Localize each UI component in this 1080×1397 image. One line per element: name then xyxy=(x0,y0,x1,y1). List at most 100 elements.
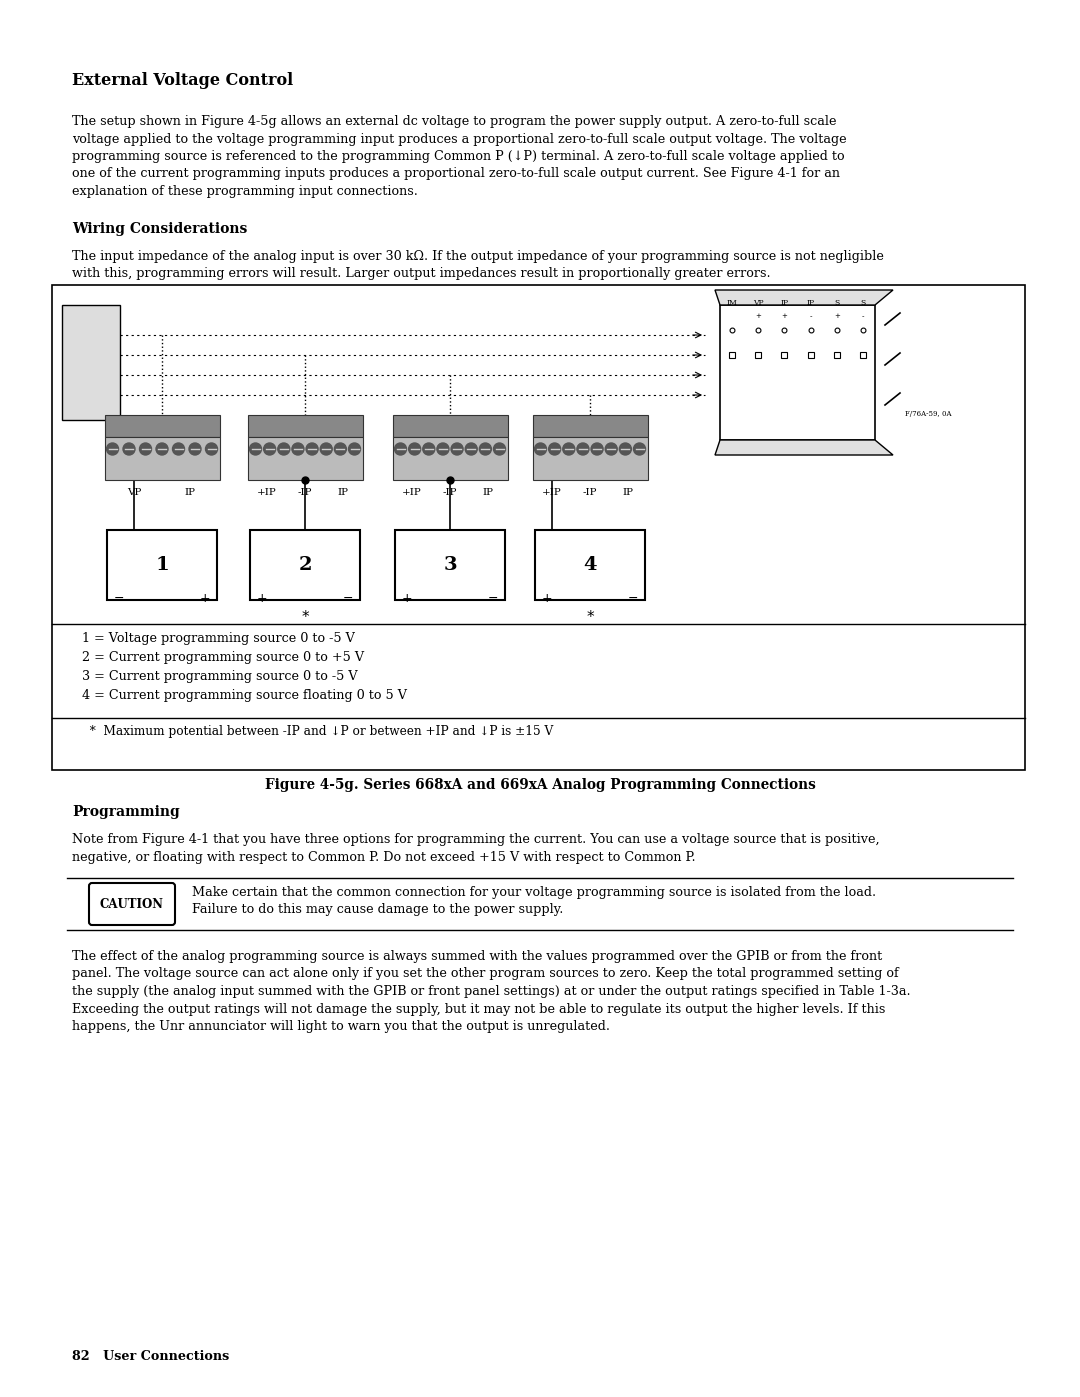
Circle shape xyxy=(249,443,261,455)
Text: 2 = Current programming source 0 to +5 V: 2 = Current programming source 0 to +5 V xyxy=(82,651,364,664)
Circle shape xyxy=(335,443,347,455)
Text: IM: IM xyxy=(727,299,738,307)
Circle shape xyxy=(577,443,589,455)
Text: The setup shown in Figure 4-5g allows an external dc voltage to program the powe: The setup shown in Figure 4-5g allows an… xyxy=(72,115,837,129)
Text: +IP: +IP xyxy=(402,488,422,497)
Text: S: S xyxy=(861,299,866,307)
Text: -: - xyxy=(809,313,812,319)
Circle shape xyxy=(123,443,135,455)
Text: -: - xyxy=(862,313,864,319)
Text: IP: IP xyxy=(185,488,195,497)
Text: happens, the Unr annunciator will light to warn you that the output is unregulat: happens, the Unr annunciator will light … xyxy=(72,1020,610,1032)
Text: External Voltage Control: External Voltage Control xyxy=(72,73,293,89)
Text: Programming: Programming xyxy=(72,805,179,819)
Text: 82   User Connections: 82 User Connections xyxy=(72,1350,229,1363)
FancyBboxPatch shape xyxy=(89,883,175,925)
Text: voltage applied to the voltage programming input produces a proportional zero-to: voltage applied to the voltage programmi… xyxy=(72,133,847,145)
Text: The effect of the analog programming source is always summed with the values pro: The effect of the analog programming sou… xyxy=(72,950,882,963)
Text: +IP: +IP xyxy=(257,488,276,497)
Text: explanation of these programming input connections.: explanation of these programming input c… xyxy=(72,184,418,198)
Text: IP: IP xyxy=(337,488,349,497)
Bar xyxy=(249,529,360,599)
Bar xyxy=(532,437,648,481)
Text: −: − xyxy=(627,592,638,605)
Text: −: − xyxy=(342,592,353,605)
Text: -IP: -IP xyxy=(583,488,597,497)
Text: IP: IP xyxy=(483,488,494,497)
Bar xyxy=(247,415,363,437)
Circle shape xyxy=(292,443,303,455)
Text: *: * xyxy=(301,610,309,624)
Circle shape xyxy=(535,443,546,455)
Text: The input impedance of the analog input is over 30 kΩ. If the output impedance o: The input impedance of the analog input … xyxy=(72,250,883,263)
Text: +: + xyxy=(834,313,840,319)
Text: +: + xyxy=(257,592,268,605)
Circle shape xyxy=(451,443,463,455)
Text: one of the current programming inputs produces a proportional zero-to-full scale: one of the current programming inputs pr… xyxy=(72,168,840,180)
Text: 4: 4 xyxy=(583,556,597,574)
Text: IP: IP xyxy=(622,488,634,497)
Text: 3: 3 xyxy=(443,556,457,574)
Text: 1: 1 xyxy=(156,556,168,574)
Text: +: + xyxy=(402,592,413,605)
Bar xyxy=(62,305,120,420)
Text: 3 = Current programming source 0 to -5 V: 3 = Current programming source 0 to -5 V xyxy=(82,671,357,683)
Circle shape xyxy=(437,443,449,455)
Text: Note from Figure 4-1 that you have three options for programming the current. Yo: Note from Figure 4-1 that you have three… xyxy=(72,833,879,847)
Text: Wiring Considerations: Wiring Considerations xyxy=(72,222,247,236)
Polygon shape xyxy=(715,291,893,305)
Text: *: * xyxy=(586,610,594,624)
Circle shape xyxy=(422,443,435,455)
Text: panel. The voltage source can act alone only if you set the other program source: panel. The voltage source can act alone … xyxy=(72,968,899,981)
Text: +: + xyxy=(782,313,787,319)
Text: Exceeding the output ratings will not damage the supply, but it may not be able : Exceeding the output ratings will not da… xyxy=(72,1003,886,1016)
Text: Figure 4-5g. Series 668xA and 669xA Analog Programming Connections: Figure 4-5g. Series 668xA and 669xA Anal… xyxy=(265,778,815,792)
Circle shape xyxy=(306,443,319,455)
Circle shape xyxy=(189,443,201,455)
Circle shape xyxy=(605,443,617,455)
Circle shape xyxy=(139,443,151,455)
Circle shape xyxy=(107,443,119,455)
Text: VP: VP xyxy=(753,299,764,307)
Text: 1 = Voltage programming source 0 to -5 V: 1 = Voltage programming source 0 to -5 V xyxy=(82,631,355,645)
Circle shape xyxy=(173,443,185,455)
Circle shape xyxy=(591,443,603,455)
Circle shape xyxy=(619,443,632,455)
Bar xyxy=(395,529,505,599)
Text: 2: 2 xyxy=(298,556,312,574)
Text: −: − xyxy=(488,592,498,605)
Text: with this, programming errors will result. Larger output impedances result in pr: with this, programming errors will resul… xyxy=(72,267,771,281)
Text: F/76A-59, 0A: F/76A-59, 0A xyxy=(905,409,951,418)
Circle shape xyxy=(563,443,575,455)
Circle shape xyxy=(549,443,561,455)
Circle shape xyxy=(320,443,333,455)
Circle shape xyxy=(408,443,420,455)
Text: CAUTION: CAUTION xyxy=(100,897,164,911)
Text: +IP: +IP xyxy=(542,488,562,497)
Circle shape xyxy=(264,443,275,455)
Circle shape xyxy=(394,443,406,455)
Text: -IP: -IP xyxy=(443,488,457,497)
Text: Make certain that the common connection for your voltage programming source is i: Make certain that the common connection … xyxy=(192,886,876,900)
Bar xyxy=(532,415,648,437)
Circle shape xyxy=(465,443,477,455)
Circle shape xyxy=(349,443,361,455)
Circle shape xyxy=(494,443,505,455)
Text: programming source is referenced to the programming Common P (↓P) terminal. A ze: programming source is referenced to the … xyxy=(72,149,845,163)
Text: +: + xyxy=(542,592,552,605)
Text: 4 = Current programming source floating 0 to 5 V: 4 = Current programming source floating … xyxy=(82,689,407,703)
Bar xyxy=(720,305,875,440)
Bar xyxy=(392,437,508,481)
Circle shape xyxy=(205,443,217,455)
Circle shape xyxy=(480,443,491,455)
Text: the supply (the analog input summed with the GPIB or front panel settings) at or: the supply (the analog input summed with… xyxy=(72,985,910,997)
Text: IP: IP xyxy=(807,299,814,307)
Text: negative, or floating with respect to Common P. Do not exceed +15 V with respect: negative, or floating with respect to Co… xyxy=(72,851,696,863)
Bar xyxy=(107,529,217,599)
Circle shape xyxy=(156,443,168,455)
Bar xyxy=(535,529,645,599)
Text: −: − xyxy=(113,592,124,605)
Text: -IP: -IP xyxy=(298,488,312,497)
Bar xyxy=(105,437,219,481)
Text: Failure to do this may cause damage to the power supply.: Failure to do this may cause damage to t… xyxy=(192,904,564,916)
